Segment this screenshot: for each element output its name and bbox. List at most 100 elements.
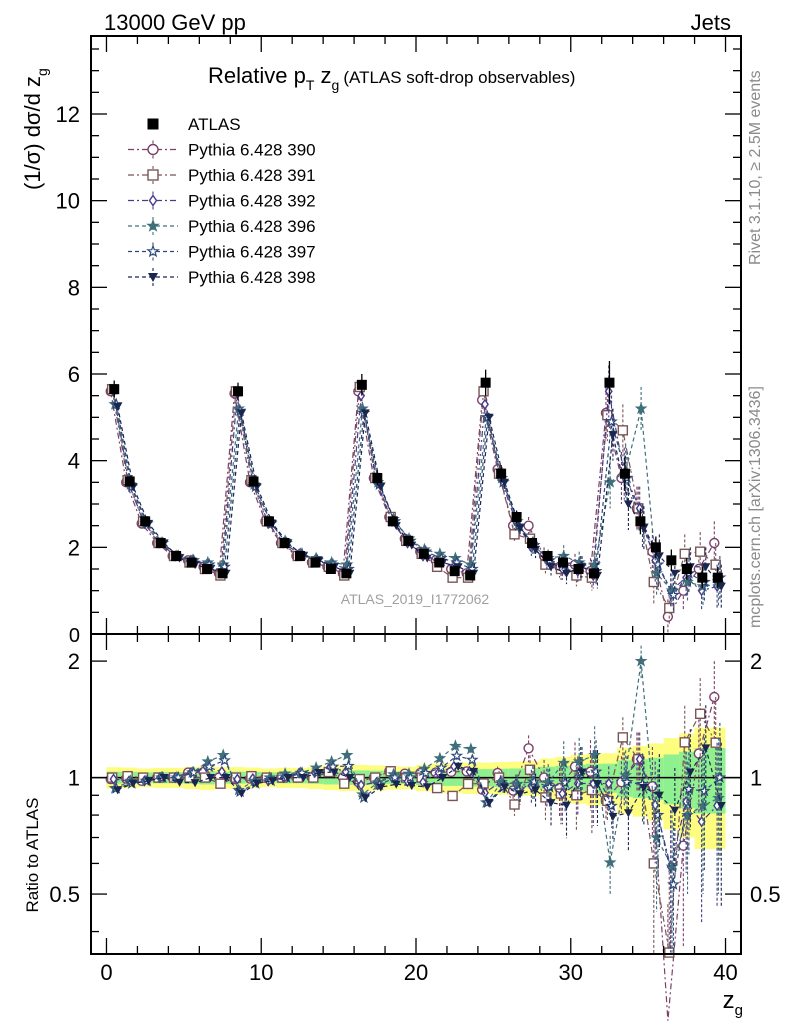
ratio-point (314, 768, 324, 778)
ratio-point (592, 780, 602, 789)
ratio-point (685, 768, 695, 777)
ratio-point (339, 778, 350, 789)
ratio-point (571, 790, 582, 801)
atlas-point (294, 551, 305, 561)
atlas-point (604, 377, 615, 388)
plot-title: Relative pT zg (ATLAS soft-drop observabl… (208, 63, 575, 93)
legend-marker (148, 273, 158, 282)
atlas-point (372, 473, 383, 483)
atlas-point (124, 476, 135, 487)
ratio-series-line (113, 757, 718, 867)
legend-label: ATLAS (188, 115, 241, 134)
ratio-point (419, 766, 433, 779)
atlas-point (542, 551, 553, 561)
ratio-point (252, 779, 262, 788)
data-point (500, 478, 510, 487)
atlas-point (681, 564, 692, 574)
atlas-point (527, 538, 538, 548)
ratio-point (267, 777, 277, 786)
atlas-point (140, 516, 151, 527)
data-point (623, 500, 633, 509)
ratio-point (218, 753, 231, 766)
ratio-tick-label-right: 2 (750, 649, 762, 674)
ratio-point (531, 786, 541, 795)
atlas-point (233, 386, 244, 397)
legend-label: Pythia 6.428 396 (188, 217, 316, 236)
ratio-point (484, 798, 494, 808)
y-tick-label: 4 (68, 449, 80, 474)
legend-marker (147, 169, 159, 181)
atlas-point (403, 535, 414, 546)
ratio-point (159, 773, 169, 783)
ratio-point (340, 748, 354, 761)
data-point (654, 552, 664, 561)
data-point (650, 566, 663, 579)
ratio-point (469, 767, 479, 776)
data-point (651, 557, 665, 571)
atlas-point (325, 564, 336, 574)
ratio-point (462, 778, 474, 790)
legend-marker (148, 194, 158, 207)
ratio-tick-label-right: 1 (750, 766, 762, 791)
atlas-point (697, 572, 708, 583)
ratio-point (558, 776, 572, 789)
x-tick-label: 10 (249, 960, 273, 985)
atlas-point (573, 564, 584, 574)
ratio-series-line (117, 746, 722, 818)
data-point (509, 529, 520, 540)
ratio-point (202, 760, 216, 773)
ratio-point (357, 779, 366, 791)
x-tick-label: 30 (559, 960, 583, 985)
data-point (670, 569, 680, 578)
data-point (662, 611, 674, 622)
ratio-point (434, 760, 448, 774)
ratio-point (589, 764, 603, 778)
series-line (111, 386, 717, 610)
data-point (478, 386, 489, 397)
ratio-point (604, 777, 613, 790)
atlas-point (341, 568, 352, 579)
series-line (114, 404, 719, 592)
atlas-point (171, 551, 182, 561)
ratio-point (221, 773, 231, 783)
ratio-tick-label: 1 (68, 766, 80, 791)
data-point (695, 546, 706, 557)
ratio-point (431, 782, 443, 794)
ratio-point (681, 808, 694, 821)
atlas-point (635, 516, 646, 527)
atlas-point (155, 538, 166, 548)
atlas-point (434, 557, 445, 568)
ratio-point (667, 877, 680, 890)
ratio-y-axis-label: Ratio to ATLAS (23, 798, 42, 913)
ratio-point (695, 708, 706, 720)
ratio-point (712, 791, 725, 804)
x-tick-label: 40 (713, 960, 737, 985)
data-point (617, 425, 629, 436)
ratio-point (329, 768, 339, 777)
legend-label: Pythia 6.428 391 (188, 166, 316, 185)
legend-label: Pythia 6.428 390 (188, 141, 316, 160)
y-tick-label-zero: 0 (69, 625, 80, 647)
data-point (484, 413, 494, 422)
ratio-point (325, 754, 338, 768)
legend-label: Pythia 6.428 392 (188, 192, 316, 211)
ratio-point (605, 799, 618, 812)
data-point (523, 520, 534, 531)
atlas-point (712, 572, 723, 583)
ratio-point (608, 812, 618, 822)
ratio-point (572, 754, 586, 768)
ratio-point (342, 759, 355, 772)
legend-marker (147, 118, 159, 130)
data-point (634, 401, 648, 415)
ratio-point (546, 799, 556, 808)
legend-marker (146, 244, 160, 258)
atlas-point (279, 538, 290, 548)
ratio-point (449, 739, 462, 752)
y-tick-label: 2 (68, 535, 80, 560)
ratio-point (433, 751, 447, 764)
ratio-point (634, 654, 648, 667)
legend: ATLAS Pythia 6.428 390 Pythia 6.428 391 Pyt… (128, 115, 316, 287)
ratio-point (648, 858, 659, 869)
data-point (515, 524, 525, 533)
data-point (605, 414, 618, 428)
